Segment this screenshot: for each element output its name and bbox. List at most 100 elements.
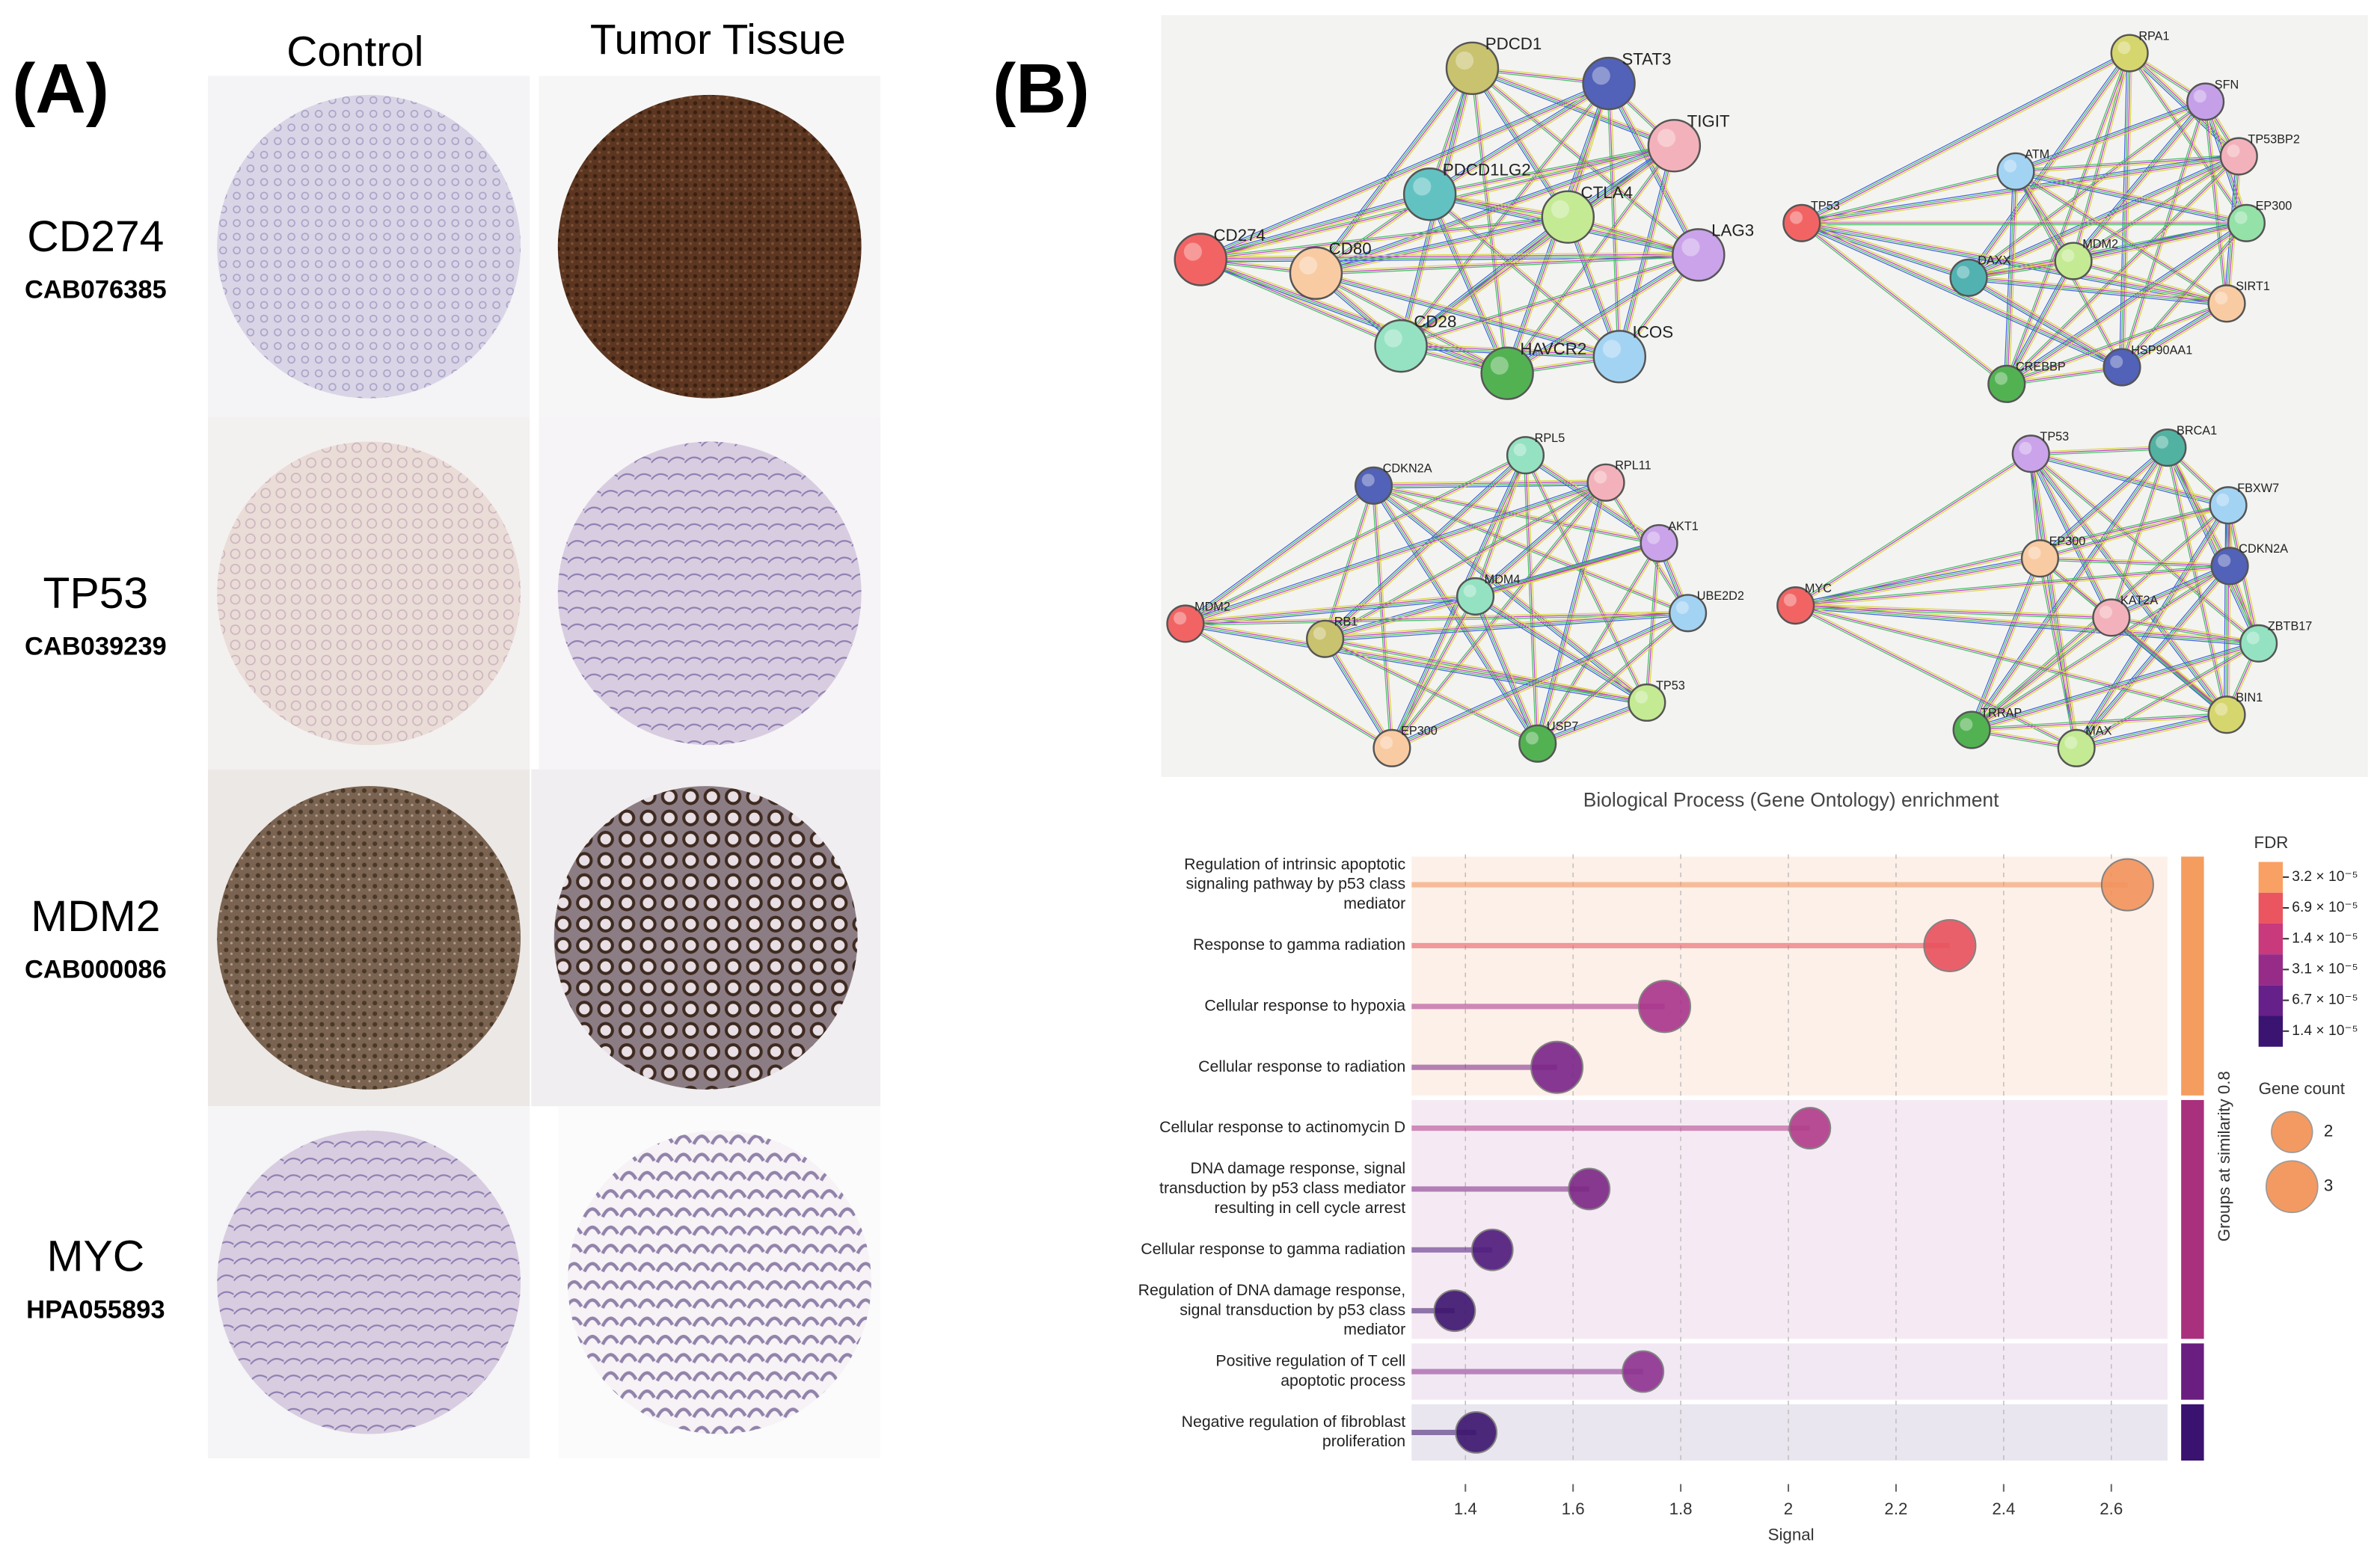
category-label: signal transduction by p53 class — [1180, 1301, 1405, 1318]
network-edge — [2031, 452, 2113, 618]
network-edge — [1537, 702, 1648, 745]
network-edge — [1795, 453, 2031, 607]
network-edge — [1402, 84, 1611, 348]
network-edge — [2203, 102, 2226, 304]
network-edge — [2015, 100, 2206, 171]
lollipop-head — [1637, 980, 1692, 1034]
network-edge — [1802, 220, 2227, 302]
network-edge — [1390, 481, 1605, 748]
network-edge — [1610, 83, 1622, 357]
network-node — [2209, 486, 2248, 525]
network-edge — [1473, 67, 1700, 254]
network-edge — [1391, 612, 1688, 748]
network-edge — [2073, 157, 2240, 263]
network-edge — [1538, 482, 1607, 744]
network-node — [1592, 330, 1647, 384]
node-label: TP53 — [2040, 430, 2069, 443]
network-edge — [1473, 65, 1675, 144]
network-edge — [1186, 485, 1375, 625]
node-label: CREBBP — [2016, 360, 2066, 374]
network-edge — [2008, 53, 2132, 385]
network-edge — [2028, 455, 2225, 717]
network-edge — [2228, 505, 2232, 715]
network-edge — [1972, 716, 2227, 732]
network-edge — [1795, 604, 2259, 643]
size-legend-mark — [2271, 1111, 2313, 1153]
network-node — [2092, 598, 2131, 637]
network-edge — [1400, 215, 1568, 346]
network-node — [1480, 346, 1534, 400]
network-edge — [1325, 609, 1688, 637]
colorbar-segment — [2258, 892, 2284, 924]
network-edge — [1477, 595, 1541, 743]
network-edge — [1316, 218, 1569, 277]
network-edge — [1316, 217, 1568, 274]
node-highlight — [1456, 51, 1474, 70]
network-edge — [2032, 452, 2114, 617]
network-edge — [1200, 196, 1431, 262]
network-edge — [2031, 452, 2229, 506]
network-edge — [2120, 301, 2226, 366]
colorbar-segment — [2258, 985, 2284, 1016]
column-header: Control — [286, 28, 423, 76]
network-edge — [1200, 191, 1429, 258]
network-edge — [1537, 543, 1660, 744]
network-edge — [2123, 53, 2133, 368]
tissue-core — [557, 441, 862, 746]
node-highlight — [1657, 129, 1676, 147]
network-node — [1354, 466, 1393, 505]
network-node — [1166, 604, 1205, 643]
network-edge — [2206, 101, 2229, 304]
node-label: PDCD1LG2 — [1443, 161, 1531, 179]
lollipop-head — [1568, 1167, 1611, 1211]
network-edge — [2031, 446, 2168, 455]
network-edge — [1972, 645, 2260, 733]
category-label: apoptotic process — [1281, 1372, 1405, 1389]
network-edge — [2015, 154, 2239, 171]
category-label: Cellular response to radiation — [1198, 1057, 1405, 1075]
network-edge — [1315, 214, 1568, 271]
network-edge — [2016, 102, 2206, 173]
network-edge — [1795, 607, 2227, 717]
node-highlight — [1789, 211, 1803, 224]
node-label: PDCD1 — [1485, 34, 1542, 53]
network-edge — [1795, 602, 2259, 642]
network-edge — [1796, 455, 2032, 608]
node-label: RB1 — [1334, 615, 1358, 629]
network-edge — [2005, 221, 2247, 384]
network-edge — [1536, 611, 1687, 743]
node-label: TIGIT — [1687, 112, 1730, 131]
network-edge — [1971, 565, 2230, 731]
network-edge — [1316, 256, 1699, 276]
network-edge — [1802, 172, 2016, 226]
tissue-core — [553, 786, 858, 1090]
category-label: Cellular response to actinomycin D — [1159, 1118, 1405, 1136]
network-edge — [1470, 69, 1567, 219]
network-edge — [2007, 157, 2241, 386]
node-label: DAXX — [1978, 254, 2011, 268]
network-node — [1306, 619, 1345, 658]
network-edge — [1185, 596, 1476, 625]
network-edge — [2111, 618, 2259, 646]
node-highlight — [1361, 473, 1375, 487]
category-label: resulting in cell cycle arrest — [1214, 1199, 1405, 1217]
network-node — [2207, 284, 2246, 323]
network-edge — [2075, 641, 2258, 747]
network-edge — [1971, 617, 2112, 731]
node-highlight — [1602, 340, 1622, 358]
network-edge — [2006, 52, 2130, 384]
node-highlight — [1681, 238, 1700, 257]
x-tick-label: 2 — [1784, 1499, 1793, 1518]
network-edge — [1795, 605, 2227, 716]
network-edge — [2073, 220, 2246, 260]
network-edge — [1475, 595, 1539, 744]
network-node — [1374, 319, 1428, 373]
network-edge — [1316, 271, 1620, 357]
network-edge — [1373, 484, 1648, 703]
tissue-core — [217, 94, 521, 399]
antibody-label: HPA055893 — [26, 1295, 165, 1324]
network-edge — [2015, 156, 2239, 172]
network-edge — [2074, 564, 2228, 747]
network-edge — [1524, 455, 1648, 703]
network-edge — [1607, 83, 1619, 357]
